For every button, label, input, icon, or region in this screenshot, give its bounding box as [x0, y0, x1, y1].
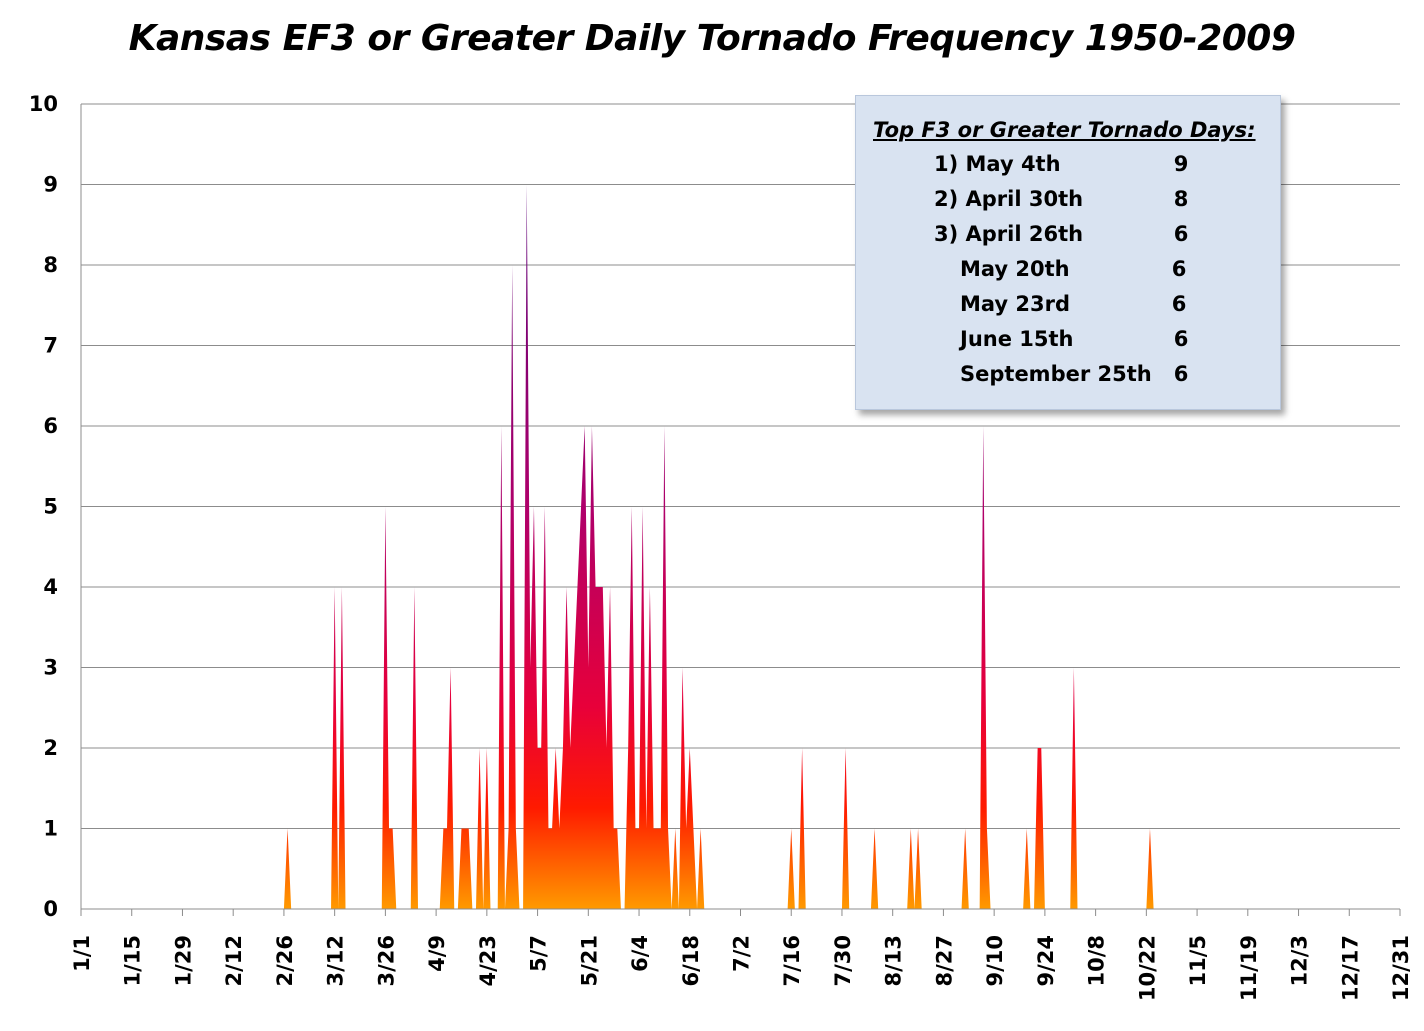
x-tick-label: 7/16 [780, 935, 804, 987]
top-days-box: Top F3 or Greater Tornado Days: 1) May 4… [855, 95, 1281, 410]
x-tick-label: 4/9 [425, 935, 449, 972]
y-tick-label: 0 [43, 897, 58, 921]
x-tick-label: 7/30 [831, 935, 855, 987]
top-days-label: May 23rd [960, 292, 1071, 316]
y-tick-label: 5 [43, 495, 58, 519]
top-days-label: May 20th [960, 257, 1070, 281]
x-tick-label: 7/2 [730, 935, 754, 972]
x-tick-label: 3/12 [324, 935, 348, 987]
y-axis-labels: 0 1 2 3 4 5 6 7 8 9 10 [29, 92, 58, 921]
y-tick-label: 7 [43, 334, 58, 358]
y-tick-label: 10 [29, 92, 58, 116]
x-tick-label: 6/4 [628, 935, 652, 972]
x-tick-label: 12/31 [1389, 935, 1413, 1001]
top-days-label: 3) April 26th [934, 222, 1084, 246]
top-days-count: 6 [1173, 362, 1189, 386]
x-tick-label: 10/8 [1085, 935, 1109, 987]
axes [80, 104, 1401, 916]
x-tick-label: 9/10 [983, 935, 1007, 987]
top-days-label: September 25th [960, 362, 1152, 386]
y-tick-label: 2 [43, 736, 58, 760]
top-days-label: June 15th [960, 327, 1074, 351]
top-days-count: 6 [1173, 222, 1189, 246]
x-tick-label: 9/24 [1034, 935, 1058, 987]
x-tick-label: 12/17 [1338, 935, 1362, 1001]
y-tick-label: 3 [43, 656, 58, 680]
x-tick-label: 11/5 [1186, 935, 1210, 987]
x-tick-label: 3/26 [374, 935, 398, 987]
x-tick-label: 12/3 [1288, 935, 1312, 987]
y-tick-label: 6 [43, 414, 58, 438]
top-days-count: 9 [1173, 152, 1189, 176]
top-days-count: 8 [1173, 187, 1189, 211]
top-days-count: 6 [1171, 292, 1187, 316]
x-tick-label: 8/13 [882, 935, 906, 987]
y-tick-label: 9 [43, 173, 58, 197]
y-tick-label: 8 [43, 253, 58, 277]
chart-title: Kansas EF3 or Greater Daily Tornado Freq… [128, 18, 1296, 59]
x-tick-label: 5/21 [577, 935, 601, 987]
x-tick-label: 11/19 [1237, 935, 1261, 1001]
x-tick-label: 10/22 [1135, 935, 1159, 1001]
x-tick-label: 2/26 [273, 935, 297, 987]
top-days-heading: Top F3 or Greater Tornado Days: [873, 118, 1256, 142]
y-tick-label: 4 [43, 575, 58, 599]
x-tick-label: 8/27 [932, 935, 956, 987]
top-days-label: 2) April 30th [934, 187, 1084, 211]
x-tick-label: 1/15 [121, 935, 145, 987]
x-tick-label: 5/7 [527, 935, 551, 972]
x-tick-label: 6/18 [679, 935, 703, 987]
x-tick-label: 1/1 [70, 935, 94, 972]
x-tick-label: 1/29 [171, 935, 195, 987]
x-tick-label: 2/12 [222, 935, 246, 987]
top-days-count: 6 [1171, 257, 1187, 281]
y-tick-label: 1 [43, 817, 58, 841]
x-tick-label: 4/23 [476, 935, 500, 987]
x-axis-labels: 1/1 1/15 1/29 2/12 2/26 3/12 3/26 4/9 4/23 5/7 5/2… [70, 935, 1413, 1001]
top-days-label: 1) May 4th [934, 152, 1061, 176]
top-days-count: 6 [1173, 327, 1189, 351]
